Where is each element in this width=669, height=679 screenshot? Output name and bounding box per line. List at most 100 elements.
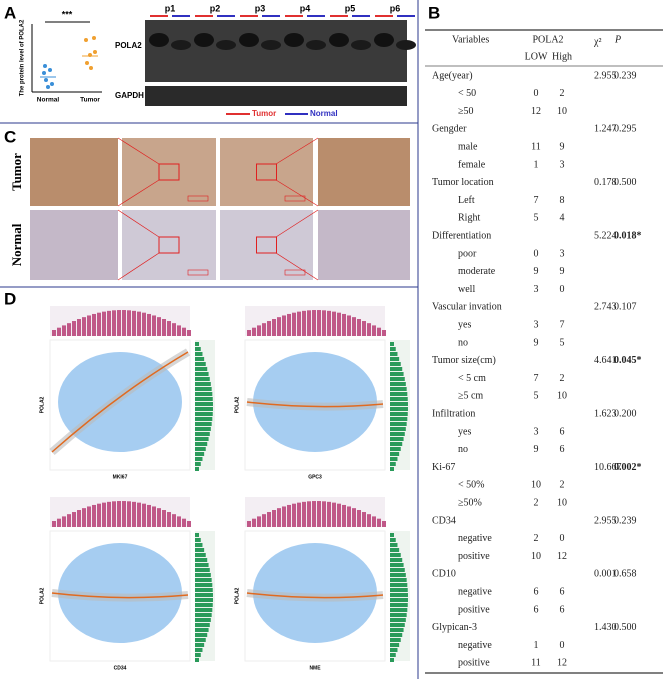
density-bar bbox=[390, 648, 398, 652]
cell: 5 bbox=[534, 391, 539, 402]
density-bar bbox=[195, 533, 199, 537]
density-bar bbox=[307, 501, 311, 527]
density-bar bbox=[390, 437, 404, 441]
cell: Vascular invation bbox=[432, 302, 502, 313]
tissue-image bbox=[30, 210, 118, 280]
density-bar bbox=[177, 516, 181, 527]
blot-label: POLA2 bbox=[115, 41, 142, 50]
significance: *** bbox=[62, 9, 73, 19]
density-bar bbox=[92, 313, 96, 336]
density-bar bbox=[52, 330, 56, 336]
density-bar bbox=[195, 342, 199, 346]
density-bar bbox=[390, 422, 407, 426]
density-bar bbox=[195, 653, 201, 657]
density-bar bbox=[390, 447, 401, 451]
cell: 10 bbox=[557, 391, 567, 402]
zoom-line bbox=[117, 179, 160, 207]
density-bar bbox=[195, 357, 205, 361]
trend-line bbox=[51, 592, 189, 599]
density-bar bbox=[317, 310, 321, 336]
density-bar bbox=[390, 462, 396, 466]
lane-label: p1 bbox=[165, 3, 176, 13]
cell: < 5 cm bbox=[458, 373, 486, 384]
cell: 3 bbox=[534, 319, 539, 330]
density-bar bbox=[97, 503, 101, 527]
cell: 10 bbox=[531, 551, 541, 562]
density-bar bbox=[112, 310, 116, 336]
cell: 0.045* bbox=[614, 355, 642, 366]
cell: 1.623 bbox=[594, 408, 617, 419]
density-bar bbox=[177, 325, 181, 336]
density-bar bbox=[390, 653, 396, 657]
density-bar bbox=[195, 643, 205, 647]
y-label: The protein level of POLA2 bbox=[20, 19, 26, 96]
point-cloud bbox=[253, 543, 377, 643]
density-bar bbox=[182, 327, 186, 336]
cell: 0.500 bbox=[614, 622, 637, 633]
density-bar bbox=[390, 432, 405, 436]
cell: 0.500 bbox=[614, 177, 637, 188]
band bbox=[396, 40, 416, 50]
density-bar bbox=[195, 467, 199, 471]
density-bar bbox=[382, 330, 386, 336]
density-bar bbox=[377, 327, 381, 336]
cell: 2 bbox=[534, 533, 539, 544]
density-bar bbox=[390, 553, 401, 557]
cell: Infiltration bbox=[432, 408, 475, 419]
scale-bar bbox=[187, 269, 209, 276]
cell: 7 bbox=[534, 195, 539, 206]
cell: 6 bbox=[560, 604, 565, 615]
cell: 6 bbox=[560, 586, 565, 597]
density-bar bbox=[195, 362, 206, 366]
legend-label: Normal bbox=[310, 109, 338, 118]
cell: 1.247 bbox=[594, 124, 617, 135]
y-label: POLA2 bbox=[39, 396, 45, 413]
density-bar bbox=[107, 501, 111, 527]
cell: 5 bbox=[534, 213, 539, 224]
density-bar bbox=[195, 347, 201, 351]
density-bar bbox=[195, 432, 210, 436]
density-bar bbox=[287, 504, 291, 527]
density-bar bbox=[172, 514, 176, 527]
density-bar bbox=[195, 638, 206, 642]
cell: 6 bbox=[560, 444, 565, 455]
cell: 7 bbox=[560, 319, 565, 330]
density-bar bbox=[195, 377, 210, 381]
density-bar bbox=[195, 457, 203, 461]
cell: Glypican-3 bbox=[432, 622, 477, 633]
density-bar bbox=[282, 506, 286, 527]
density-bar bbox=[390, 543, 398, 547]
density-bar bbox=[390, 628, 404, 632]
density-bar bbox=[372, 516, 376, 527]
density-bar bbox=[367, 323, 371, 336]
cell: 1.430 bbox=[594, 622, 617, 633]
x-label: CD34 bbox=[114, 665, 127, 671]
cell: 12 bbox=[531, 106, 541, 117]
density-bar bbox=[347, 315, 351, 336]
cell: 8 bbox=[560, 195, 565, 206]
density-bar bbox=[342, 313, 346, 336]
cell: 4 bbox=[560, 213, 565, 224]
density-bar bbox=[347, 506, 351, 527]
cell: 12 bbox=[557, 658, 567, 669]
cell: 5 bbox=[560, 337, 565, 348]
density-bar bbox=[195, 437, 209, 441]
panel-letter: B bbox=[428, 3, 440, 22]
y-label: POLA2 bbox=[39, 587, 45, 604]
cell: < 50% bbox=[458, 480, 484, 491]
cell: 0.001 bbox=[594, 569, 617, 580]
density-bar bbox=[195, 563, 209, 567]
zoom-box bbox=[256, 236, 277, 254]
density-bar bbox=[390, 342, 394, 346]
band bbox=[261, 40, 281, 50]
density-bar bbox=[390, 603, 408, 607]
density-bar bbox=[82, 508, 86, 527]
density-bar bbox=[147, 504, 151, 527]
density-bar bbox=[342, 504, 346, 527]
density-bar bbox=[172, 323, 176, 336]
cell: 0 bbox=[560, 640, 565, 651]
density-bar bbox=[137, 311, 141, 336]
cell: negative bbox=[458, 586, 492, 597]
tissue-image bbox=[318, 210, 410, 280]
